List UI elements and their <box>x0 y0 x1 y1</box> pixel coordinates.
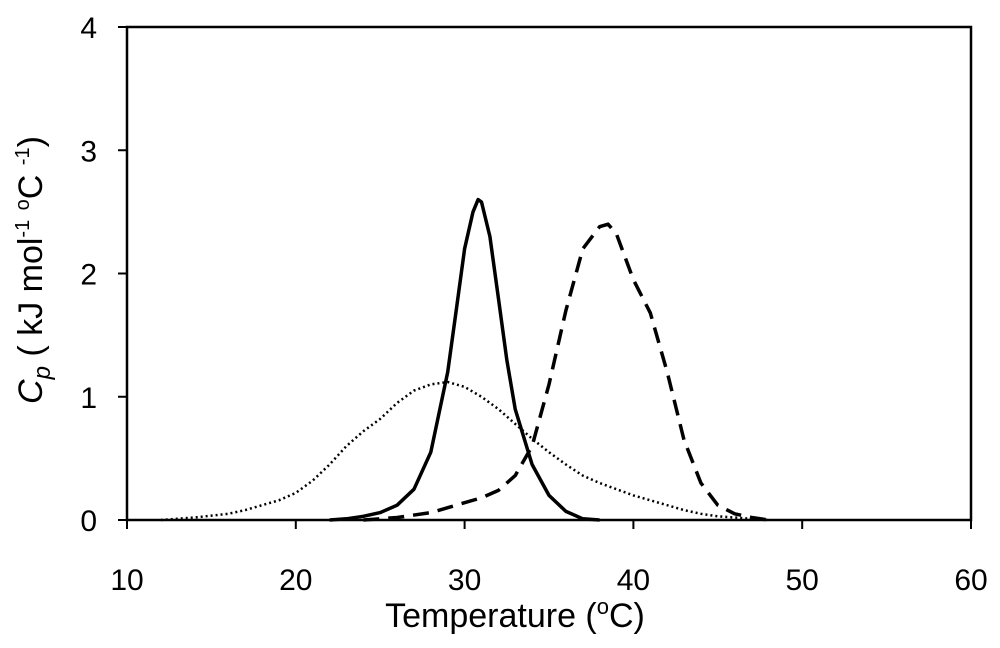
x-axis-ticks: 10 20 30 40 50 60 <box>110 520 988 597</box>
series-line-dotted <box>160 380 769 522</box>
series-line-solid <box>329 197 600 522</box>
plot-frame <box>125 25 973 522</box>
y-axis-title: Cp ( kJ mol-1 oC -1) <box>12 136 56 404</box>
y-axis-ticks: 0 1 2 3 4 <box>80 12 127 538</box>
y-tick-label: 2 <box>80 259 97 292</box>
x-axis-title: Temperature (oC) <box>385 594 645 635</box>
x-tick-label: 50 <box>786 564 819 597</box>
x-tick-label: 20 <box>279 564 312 597</box>
series-line-dashed <box>363 222 769 522</box>
x-tick-label: 10 <box>110 564 143 597</box>
x-tick-label: 40 <box>617 564 650 597</box>
y-tick-label: 3 <box>80 135 97 168</box>
y-tick-label: 0 <box>80 505 97 538</box>
y-tick-label: 4 <box>80 12 97 45</box>
x-tick-label: 60 <box>954 564 987 597</box>
x-tick-label: 30 <box>448 564 481 597</box>
series-layer <box>160 197 769 522</box>
y-tick-label: 1 <box>80 382 97 415</box>
